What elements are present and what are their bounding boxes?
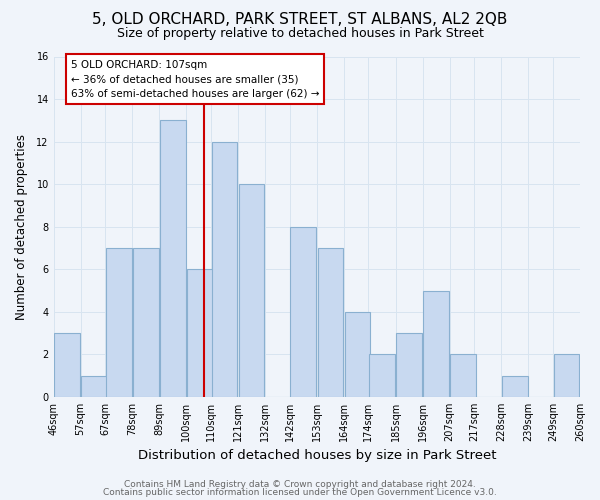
Text: Contains public sector information licensed under the Open Government Licence v3: Contains public sector information licen… <box>103 488 497 497</box>
Bar <box>344 312 370 397</box>
Bar <box>133 248 158 397</box>
Bar <box>396 333 422 397</box>
Bar <box>187 270 213 397</box>
Y-axis label: Number of detached properties: Number of detached properties <box>15 134 28 320</box>
Bar <box>554 354 579 397</box>
Text: Size of property relative to detached houses in Park Street: Size of property relative to detached ho… <box>116 28 484 40</box>
Bar <box>212 142 238 397</box>
Bar <box>451 354 476 397</box>
Text: 5 OLD ORCHARD: 107sqm
← 36% of detached houses are smaller (35)
63% of semi-deta: 5 OLD ORCHARD: 107sqm ← 36% of detached … <box>71 60 319 100</box>
X-axis label: Distribution of detached houses by size in Park Street: Distribution of detached houses by size … <box>137 450 496 462</box>
Bar <box>55 333 80 397</box>
Bar <box>239 184 265 397</box>
Bar <box>160 120 185 397</box>
Bar <box>317 248 343 397</box>
Text: Contains HM Land Registry data © Crown copyright and database right 2024.: Contains HM Land Registry data © Crown c… <box>124 480 476 489</box>
Bar <box>82 376 107 397</box>
Bar <box>290 226 316 397</box>
Text: 5, OLD ORCHARD, PARK STREET, ST ALBANS, AL2 2QB: 5, OLD ORCHARD, PARK STREET, ST ALBANS, … <box>92 12 508 28</box>
Bar <box>369 354 395 397</box>
Bar <box>106 248 131 397</box>
Bar <box>502 376 527 397</box>
Bar <box>424 290 449 397</box>
